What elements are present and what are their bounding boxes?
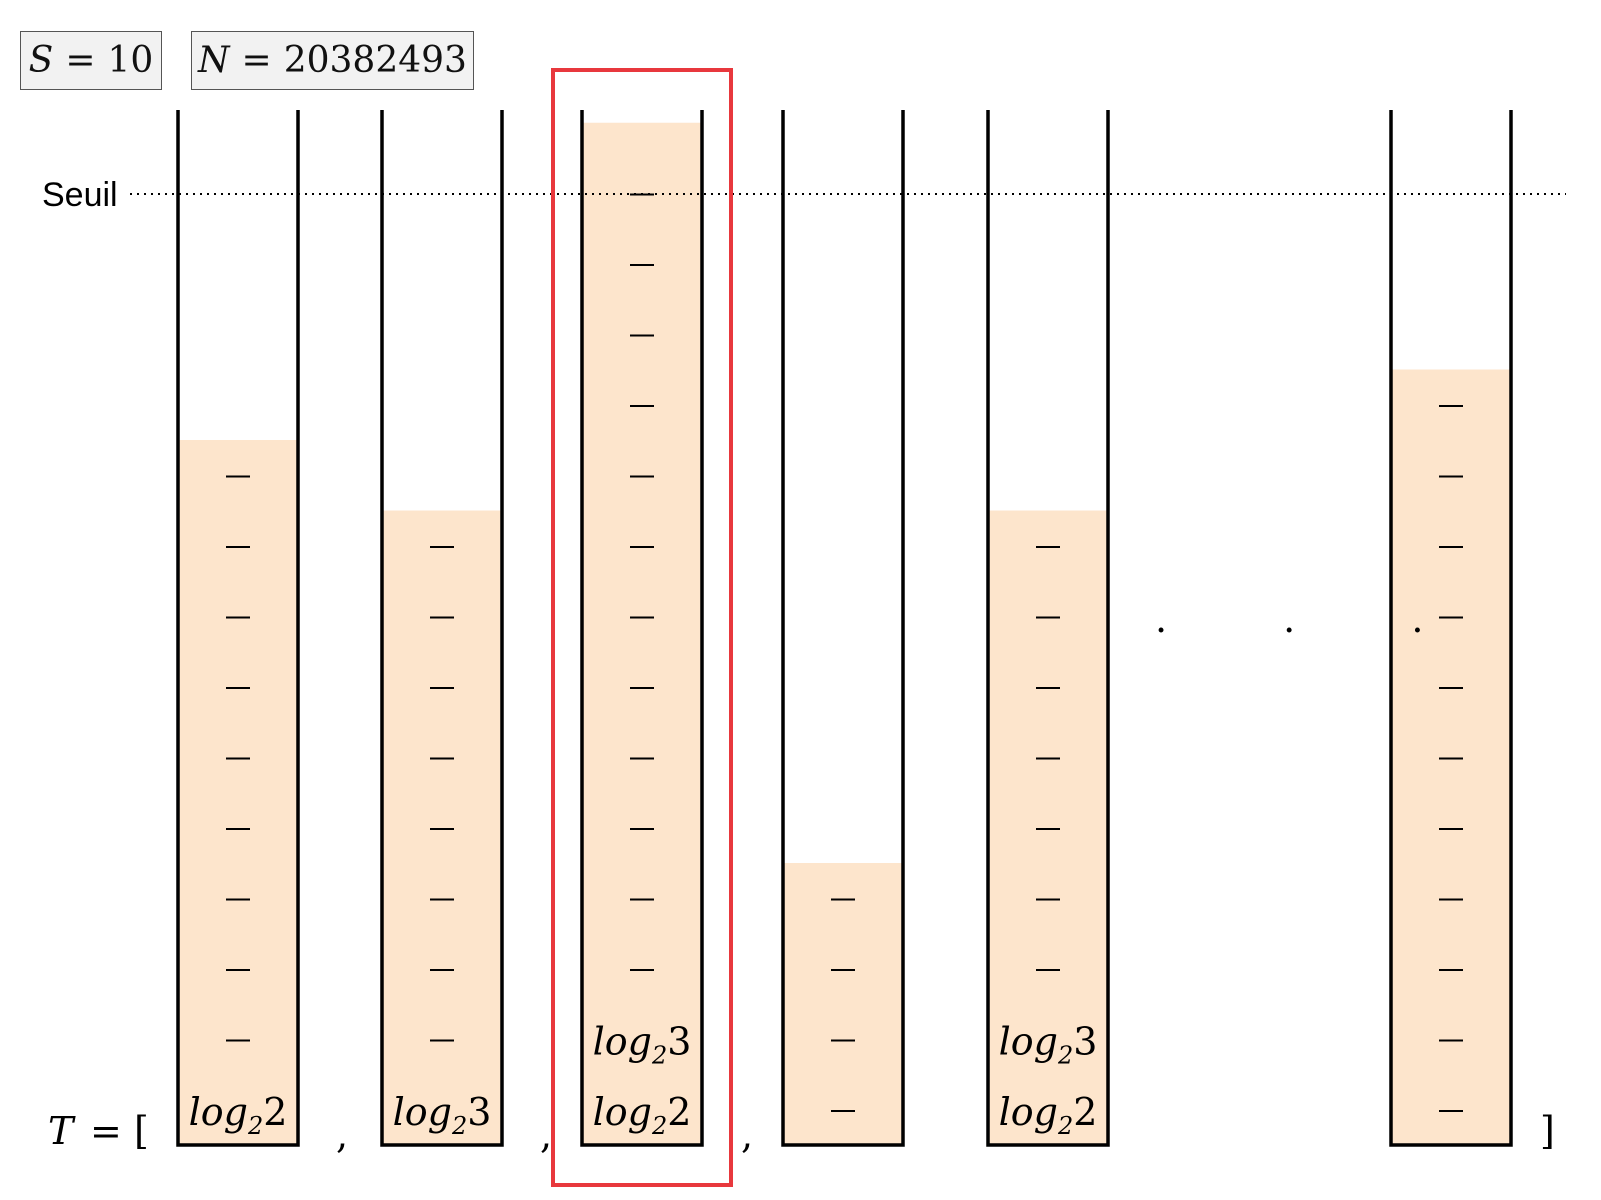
tube-wall: [176, 110, 300, 1147]
tube-wall: [580, 110, 704, 1147]
cell-label: log23: [593, 1020, 692, 1070]
param-s-var: S: [28, 40, 54, 81]
array-close-bracket: ]: [1540, 1109, 1555, 1153]
param-s-value: 10: [107, 40, 154, 81]
param-n-box: N = 20382493: [191, 31, 474, 90]
cell-label: log22: [999, 1090, 1098, 1140]
tube-fill: [988, 510, 1108, 1145]
ellipsis: . . .: [1155, 597, 1475, 641]
separator-1: ,: [336, 1113, 348, 1157]
tube-wall: [986, 110, 1110, 1147]
cell-label: log23: [999, 1020, 1098, 1070]
tube-4: [781, 110, 905, 1147]
tube-fill: [783, 863, 903, 1145]
tube-fill: [1391, 369, 1511, 1145]
param-n-value: 20382493: [283, 40, 467, 81]
param-n-var: N: [198, 40, 230, 81]
tube-fill: [582, 122, 702, 1145]
threshold-label: Seuil: [42, 176, 118, 214]
tube-1: log22: [176, 110, 300, 1147]
separator-3: ,: [741, 1113, 753, 1157]
array-equals: =: [90, 1109, 122, 1153]
overlay-layer: [551, 68, 733, 1187]
cell-label: log23: [393, 1090, 492, 1140]
tube-fill: [382, 510, 502, 1145]
tube-6: [1389, 110, 1513, 1147]
tube-fill: [178, 440, 298, 1145]
tube-5: log22 log23: [986, 110, 1110, 1147]
highlight-box: [551, 68, 733, 1187]
cell-label: log22: [189, 1090, 288, 1140]
param-n-equals: =: [241, 40, 272, 81]
tubes-layer: log22 log23 log22 log23 log22 log23: [176, 110, 1513, 1147]
param-s-equals: =: [65, 40, 96, 81]
tube-wall: [1389, 110, 1513, 1147]
separator-2: ,: [540, 1113, 552, 1157]
tube-2: log23: [380, 110, 504, 1147]
tube-wall: [380, 110, 504, 1147]
param-s-box: S = 10: [20, 31, 162, 90]
array-var: T: [48, 1109, 76, 1153]
cell-label: log22: [593, 1090, 692, 1140]
tube-wall: [781, 110, 905, 1147]
tube-3: log22 log23: [580, 110, 704, 1147]
array-open-bracket: [: [134, 1109, 149, 1153]
